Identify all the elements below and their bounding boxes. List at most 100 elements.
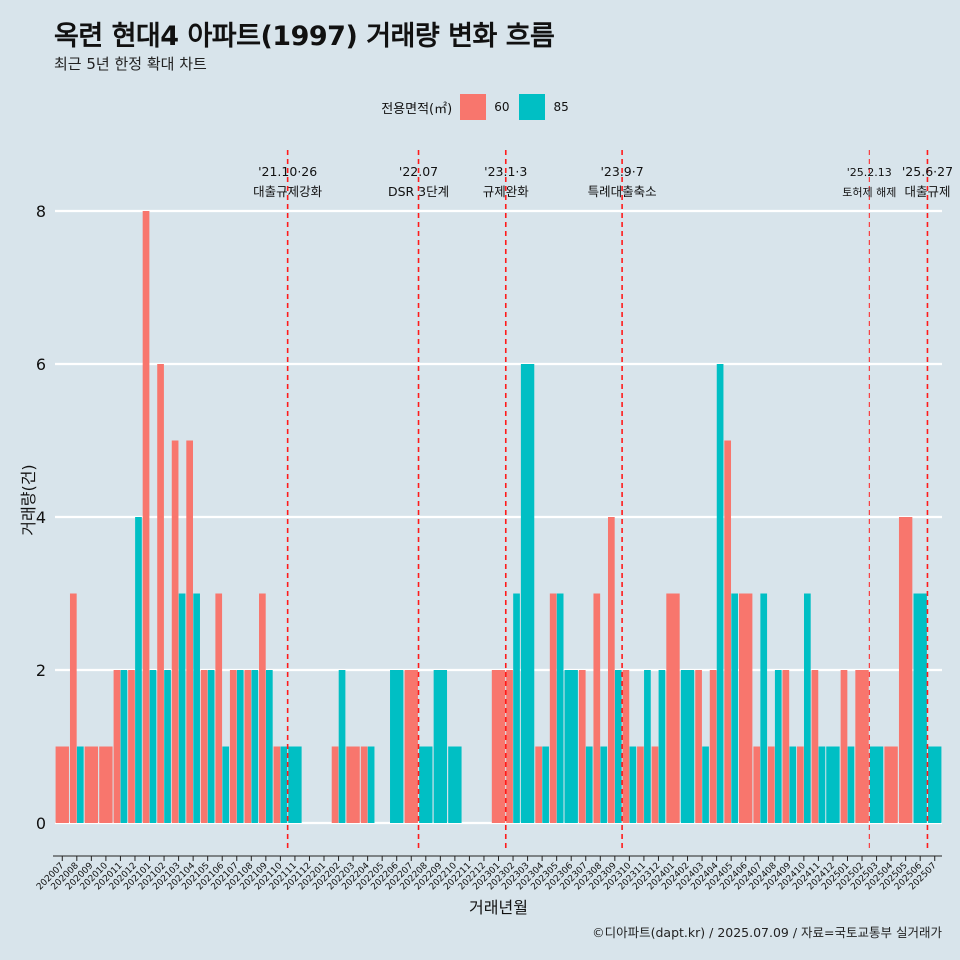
bar-60-202104 [186,440,193,823]
bar-85-202507 [928,746,942,823]
bar-85-202407 [760,593,768,823]
bar-85-202106 [222,746,230,823]
bar-85-202408 [774,670,782,823]
bar-60-202407 [753,746,761,823]
legend-item-85: 85 [519,94,569,120]
bar-60-202011 [113,670,121,823]
bar-85-202308 [600,746,608,823]
bar-60-202107 [229,670,237,823]
bar-85-202210 [448,746,462,823]
bar-85-202309 [614,670,622,823]
bar-85-202105 [207,670,215,823]
bar-85-202209 [433,670,448,823]
bar-60-202101 [142,211,150,823]
bar-60-202410 [797,746,804,823]
y-tick-label: 0 [36,814,46,833]
event-name-label: 특례대출축소 [588,184,657,199]
event-date-label: '21.10·26 [258,164,317,179]
bar-60-202312 [651,746,659,823]
bar-60-202404 [709,670,717,823]
legend-title: 전용면적(㎡) [381,101,453,117]
bar-60-202406 [739,593,753,823]
bar-85-202503 [869,746,884,823]
bar-60-202008 [69,593,77,823]
bar-60-202502 [855,670,869,823]
bar-85-202011 [120,670,128,823]
bar-85-202506 [913,593,927,823]
bar-85-202305 [556,593,564,823]
bar-60-202202 [331,746,339,823]
y-tick-label: 4 [36,508,46,527]
bar-60-202108 [244,670,252,823]
bar-85-202204 [367,746,375,823]
event-date-label: '23.9·7 [600,164,643,179]
bar-60-202105 [200,670,208,823]
bar-85-202302 [513,593,520,823]
y-tick-label: 8 [36,202,46,221]
bar-60-202301 [491,670,506,823]
y-tick-label: 6 [36,355,46,374]
legend-label-85: 85 [553,100,569,114]
bar-85-202409 [789,746,797,823]
bar-85-202109 [265,670,273,823]
bar-60-202304 [535,746,542,823]
bar-60-202106 [215,593,223,823]
bar-60-202207 [404,670,418,823]
bar-60-202103 [171,440,179,823]
bar-60-202007 [55,746,69,823]
bar-85-202104 [193,593,200,823]
event-name-label: 대출규제 [904,184,950,199]
bar-60-202109 [259,593,266,823]
source-caption: ©디아파트(dapt.kr) / 2025.07.09 / 자료=국토교통부 실… [592,925,942,940]
bar-85-202008 [76,746,84,823]
bar-60-202012 [128,670,135,823]
chart-title: 옥련 현대4 아파트(1997) 거래량 변화 흐름 [54,21,555,52]
bar-85-202307 [585,746,593,823]
bar-60-202403 [695,670,702,823]
y-axis-title: 거래량(건) [19,464,38,535]
bar-85-202107 [236,670,244,823]
bar-85-202410 [804,593,811,823]
bar-85-202310 [629,746,637,823]
bar-60-202411 [811,670,819,823]
event-name-label: 대출규제강화 [253,184,323,199]
bar-85-202206 [390,670,404,823]
bar-60-202308 [593,593,601,823]
bar-85-202202 [338,670,346,823]
bar-85-202412 [826,746,840,823]
bar-85-202312 [658,670,666,823]
bar-85-202012 [135,517,142,823]
bar-60-202504 [884,746,898,823]
bar-85-202304 [542,746,549,823]
event-date-label: '25.6·27 [902,164,953,179]
legend: 전용면적(㎡) 60 85 [0,94,960,120]
bar-85-202102 [164,670,171,823]
bar-60-202204 [360,746,368,823]
event-name-label: 규제완화 [483,184,530,199]
bar-60-202203 [346,746,360,823]
bar-85-202404 [716,364,724,823]
bar-85-202306 [564,670,578,823]
legend-item-60: 60 [460,94,509,120]
event-date-label: '25.2.13 [847,166,892,179]
event-date-label: '23.1·3 [484,164,527,179]
bar-60-202302 [506,670,513,823]
bar-85-202311 [644,670,651,823]
bar-60-202310 [622,670,630,823]
bar-85-202101 [149,670,157,823]
bar-85-202402 [680,670,695,823]
bar-85-202103 [178,593,186,823]
bar-85-202405 [731,593,738,823]
bar-60-202010 [99,746,113,823]
bar-85-202303 [520,364,535,823]
y-tick-label: 2 [36,661,46,680]
event-name-label: 토허제 해제 [842,185,896,199]
bar-60-202311 [637,746,644,823]
bar-60-202401 [666,593,680,823]
bar-85-202403 [702,746,709,823]
bar-85-202108 [251,670,259,823]
bar-60-202501 [840,670,848,823]
bar-85-202501 [847,746,855,823]
bar-60-202309 [607,517,615,823]
